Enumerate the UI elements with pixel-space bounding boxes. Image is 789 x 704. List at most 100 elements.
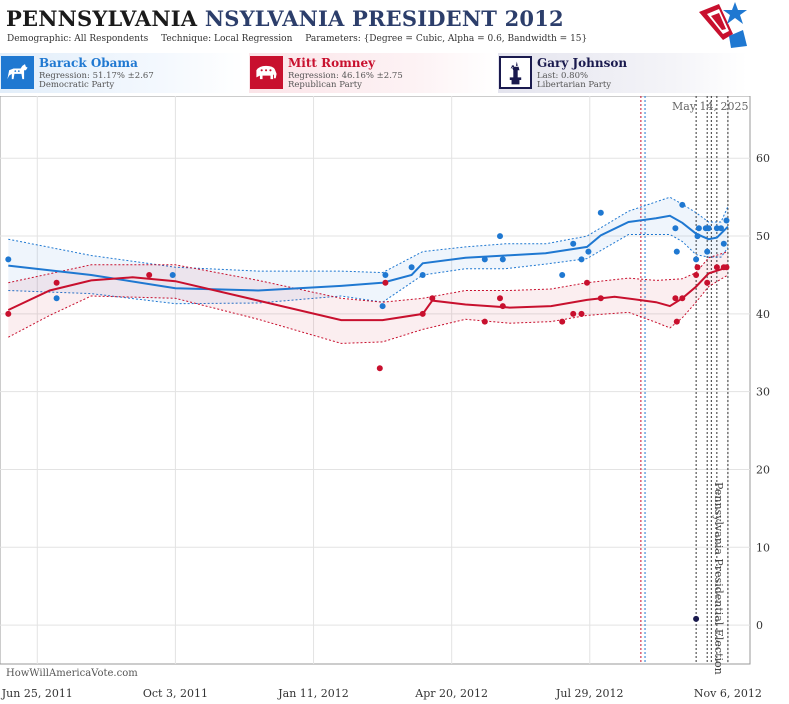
barack-obama-poll-point <box>672 225 679 232</box>
barack-obama-poll-point <box>53 295 60 302</box>
title-race: NSYLVANIA PRESIDENT <box>204 6 498 31</box>
candidate-card-johnson[interactable]: Gary Johnson Last: 0.80% Libertarian Par… <box>498 53 747 93</box>
barack-obama-poll-point <box>720 240 727 247</box>
parameters-line: Demographic: All Respondents Technique: … <box>7 34 597 44</box>
barack-obama-band-lower <box>8 234 729 305</box>
statue-of-liberty-icon <box>499 56 532 89</box>
mitt-romney-band-lower <box>8 274 729 344</box>
mitt-romney-poll-point <box>673 318 680 325</box>
watermark: HowWillAmericaVote.com <box>6 668 138 679</box>
barack-obama-poll-point <box>718 225 724 232</box>
mitt-romney-poll-point <box>570 310 577 317</box>
barack-obama-confidence-band <box>8 197 728 304</box>
y-tick-label: 60 <box>756 152 770 165</box>
mitt-romney-poll-point <box>497 295 503 302</box>
mitt-romney-poll-point <box>429 295 436 302</box>
candidate-party: Republican Party <box>288 80 362 90</box>
barack-obama-poll-point <box>673 248 680 255</box>
y-tick-label: 50 <box>756 230 770 243</box>
mitt-romney-poll-point <box>597 295 604 302</box>
candidate-stat: Regression: 51.17% ±2.67 <box>39 71 154 81</box>
barack-obama-trend-line <box>8 214 729 292</box>
barack-obama-poll-point <box>679 201 686 208</box>
barack-obama-poll-point <box>705 225 712 232</box>
donkey-icon <box>1 56 34 89</box>
mitt-romney-poll-point <box>559 318 566 325</box>
barack-obama-poll-point <box>481 256 488 263</box>
candidate-card-obama[interactable]: Barack Obama Regression: 51.17% ±2.67 De… <box>0 53 245 93</box>
barack-obama-poll-point <box>169 272 176 278</box>
election-label: Pennsylvania Presidential Election <box>712 482 727 675</box>
mitt-romney-confidence-band <box>8 251 728 344</box>
barack-obama-poll-point <box>559 272 566 278</box>
mitt-romney-trend-line <box>7 266 729 322</box>
mitt-romney-poll-point <box>578 310 585 317</box>
candidate-stat: Regression: 46.16% ±2.75 <box>288 71 403 81</box>
candidate-stat: Last: 0.80% <box>537 71 589 81</box>
barack-obama-poll-point <box>570 240 577 247</box>
y-tick-label: 40 <box>756 308 770 321</box>
x-tick-label: Jun 25, 2011 <box>1 687 73 700</box>
chart-svg: 0 10 20 30 40 50 60 Jun 25, 2011 Oct 3, 2011 Jan … <box>0 96 770 700</box>
mitt-romney-poll-point <box>382 279 389 286</box>
parameters-label: Parameters: {Degree = Cubic, Alpha = 0.6… <box>305 34 588 44</box>
y-tick-label: 0 <box>756 619 763 632</box>
site-logo-icon[interactable] <box>699 0 751 50</box>
mitt-romney-poll-point <box>499 303 506 310</box>
mitt-romney-poll-point <box>713 264 720 271</box>
x-tick-label: Jul 29, 2012 <box>555 687 624 700</box>
barack-obama-poll-point <box>578 256 585 263</box>
title-state: PENNSYLVANIA <box>6 6 198 31</box>
gary-johnson-poll-point <box>693 615 700 622</box>
mitt-romney-poll-point <box>693 272 700 278</box>
candidate-party: Democratic Party <box>39 80 115 90</box>
x-tick-label: Oct 3, 2011 <box>143 687 208 700</box>
barack-obama-poll-point <box>408 264 415 271</box>
mitt-romney-poll-point <box>419 310 426 317</box>
mitt-romney-poll-point <box>53 279 60 286</box>
mitt-romney-poll-point <box>694 264 701 271</box>
barack-obama-poll-point <box>693 256 700 263</box>
candidate-name: Gary Johnson <box>537 56 628 70</box>
y-tick-label: 30 <box>756 386 770 399</box>
title-year: 2012 <box>504 6 564 31</box>
candidate-bar: Barack Obama Regression: 51.17% ±2.67 De… <box>0 53 789 93</box>
x-tick-label: Apr 20, 2012 <box>414 687 488 700</box>
barack-obama-band-upper <box>8 196 729 274</box>
demographic-label: Demographic: All Respondents <box>7 34 149 44</box>
mitt-romney-poll-point <box>376 365 383 372</box>
page-title: PENNSYLVANIA NSYLVANIA PRESIDENT 2012 <box>6 6 564 31</box>
plot-frame <box>0 96 751 665</box>
barack-obama-poll-point <box>723 217 730 224</box>
candidate-name: Barack Obama <box>39 56 138 70</box>
barack-obama-poll-point <box>499 256 506 263</box>
barack-obama-poll-point <box>382 272 389 278</box>
barack-obama-poll-point <box>5 256 12 263</box>
as-of-date: May 14, 2025 <box>672 100 749 113</box>
barack-obama-poll-point <box>695 225 702 232</box>
mitt-romney-band-upper <box>8 251 729 303</box>
mitt-romney-poll-point <box>672 295 679 302</box>
mitt-romney-poll-point <box>5 310 12 317</box>
header: PENNSYLVANIA NSYLVANIA PRESIDENT 2012 De… <box>0 0 789 52</box>
election-label-text: Pennsylvania Presidential Election <box>712 482 725 675</box>
mitt-romney-poll-point <box>679 295 686 302</box>
candidate-card-romney[interactable]: Mitt Romney Regression: 46.16% ±2.75 Rep… <box>249 53 495 93</box>
y-tick-label: 20 <box>756 463 770 476</box>
x-tick-label: Nov 6, 2012 <box>694 687 762 700</box>
barack-obama-poll-point <box>497 233 503 240</box>
technique-label: Technique: Local Regression <box>161 34 293 44</box>
candidate-party: Libertarian Party <box>537 80 612 90</box>
barack-obama-poll-point <box>379 303 386 310</box>
candidate-name: Mitt Romney <box>288 56 376 70</box>
mitt-romney-poll-point <box>704 279 711 286</box>
barack-obama-poll-point <box>694 233 701 240</box>
mitt-romney-poll-point <box>584 279 590 286</box>
mitt-romney-poll-point <box>723 264 730 271</box>
barack-obama-poll-point <box>419 272 426 278</box>
poll-chart: 0 10 20 30 40 50 60 Jun 25, 2011 Oct 3, 2011 Jan … <box>0 96 789 704</box>
barack-obama-poll-point <box>585 248 592 255</box>
barack-obama-poll-point <box>704 248 711 255</box>
mitt-romney-poll-point <box>481 318 488 325</box>
x-tick-label: Jan 11, 2012 <box>277 687 349 700</box>
